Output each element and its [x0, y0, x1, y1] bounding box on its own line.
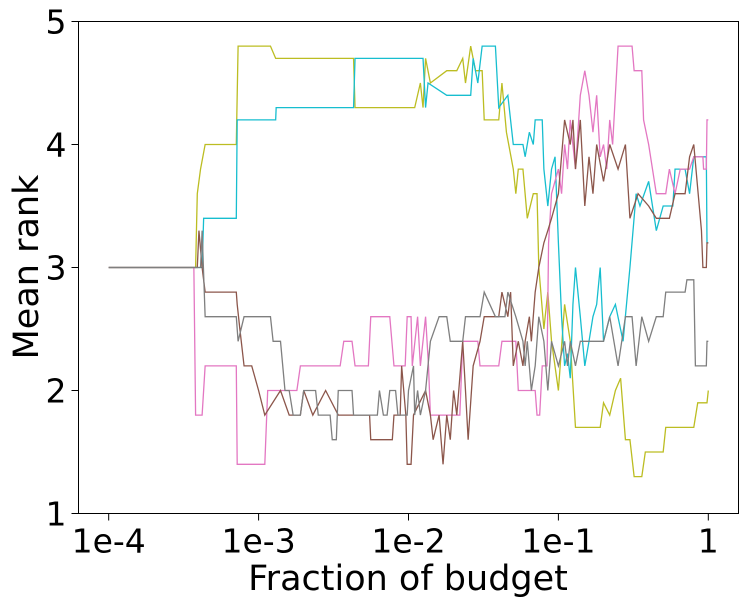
y-tick-label: 3 — [46, 249, 67, 288]
series-cyan-line — [108, 45, 709, 379]
series-lines — [108, 45, 709, 478]
x-tick-label: 1e-4 — [72, 522, 146, 561]
y-tick-label: 4 — [46, 126, 67, 165]
y-tick-label: 2 — [46, 372, 67, 411]
x-axis-label: Fraction of budget — [248, 559, 568, 599]
series-brown-line — [108, 119, 709, 465]
series-olive-line — [108, 45, 709, 478]
y-tick-label: 5 — [46, 3, 67, 42]
series-gray-line — [108, 230, 709, 441]
x-tick-label: 1 — [698, 522, 719, 561]
x-tick-label: 1e-1 — [521, 522, 595, 561]
x-tick-label: 1e-2 — [371, 522, 445, 561]
y-tick-label: 1 — [46, 495, 67, 534]
x-tick-label: 1e-3 — [221, 522, 295, 561]
axis-ticks: 1e-4 1e-3 1e-2 1e-1 1 1 2 3 4 5 — [46, 3, 719, 561]
series-pink-line — [108, 45, 709, 465]
y-axis-label: Mean rank — [7, 174, 47, 360]
